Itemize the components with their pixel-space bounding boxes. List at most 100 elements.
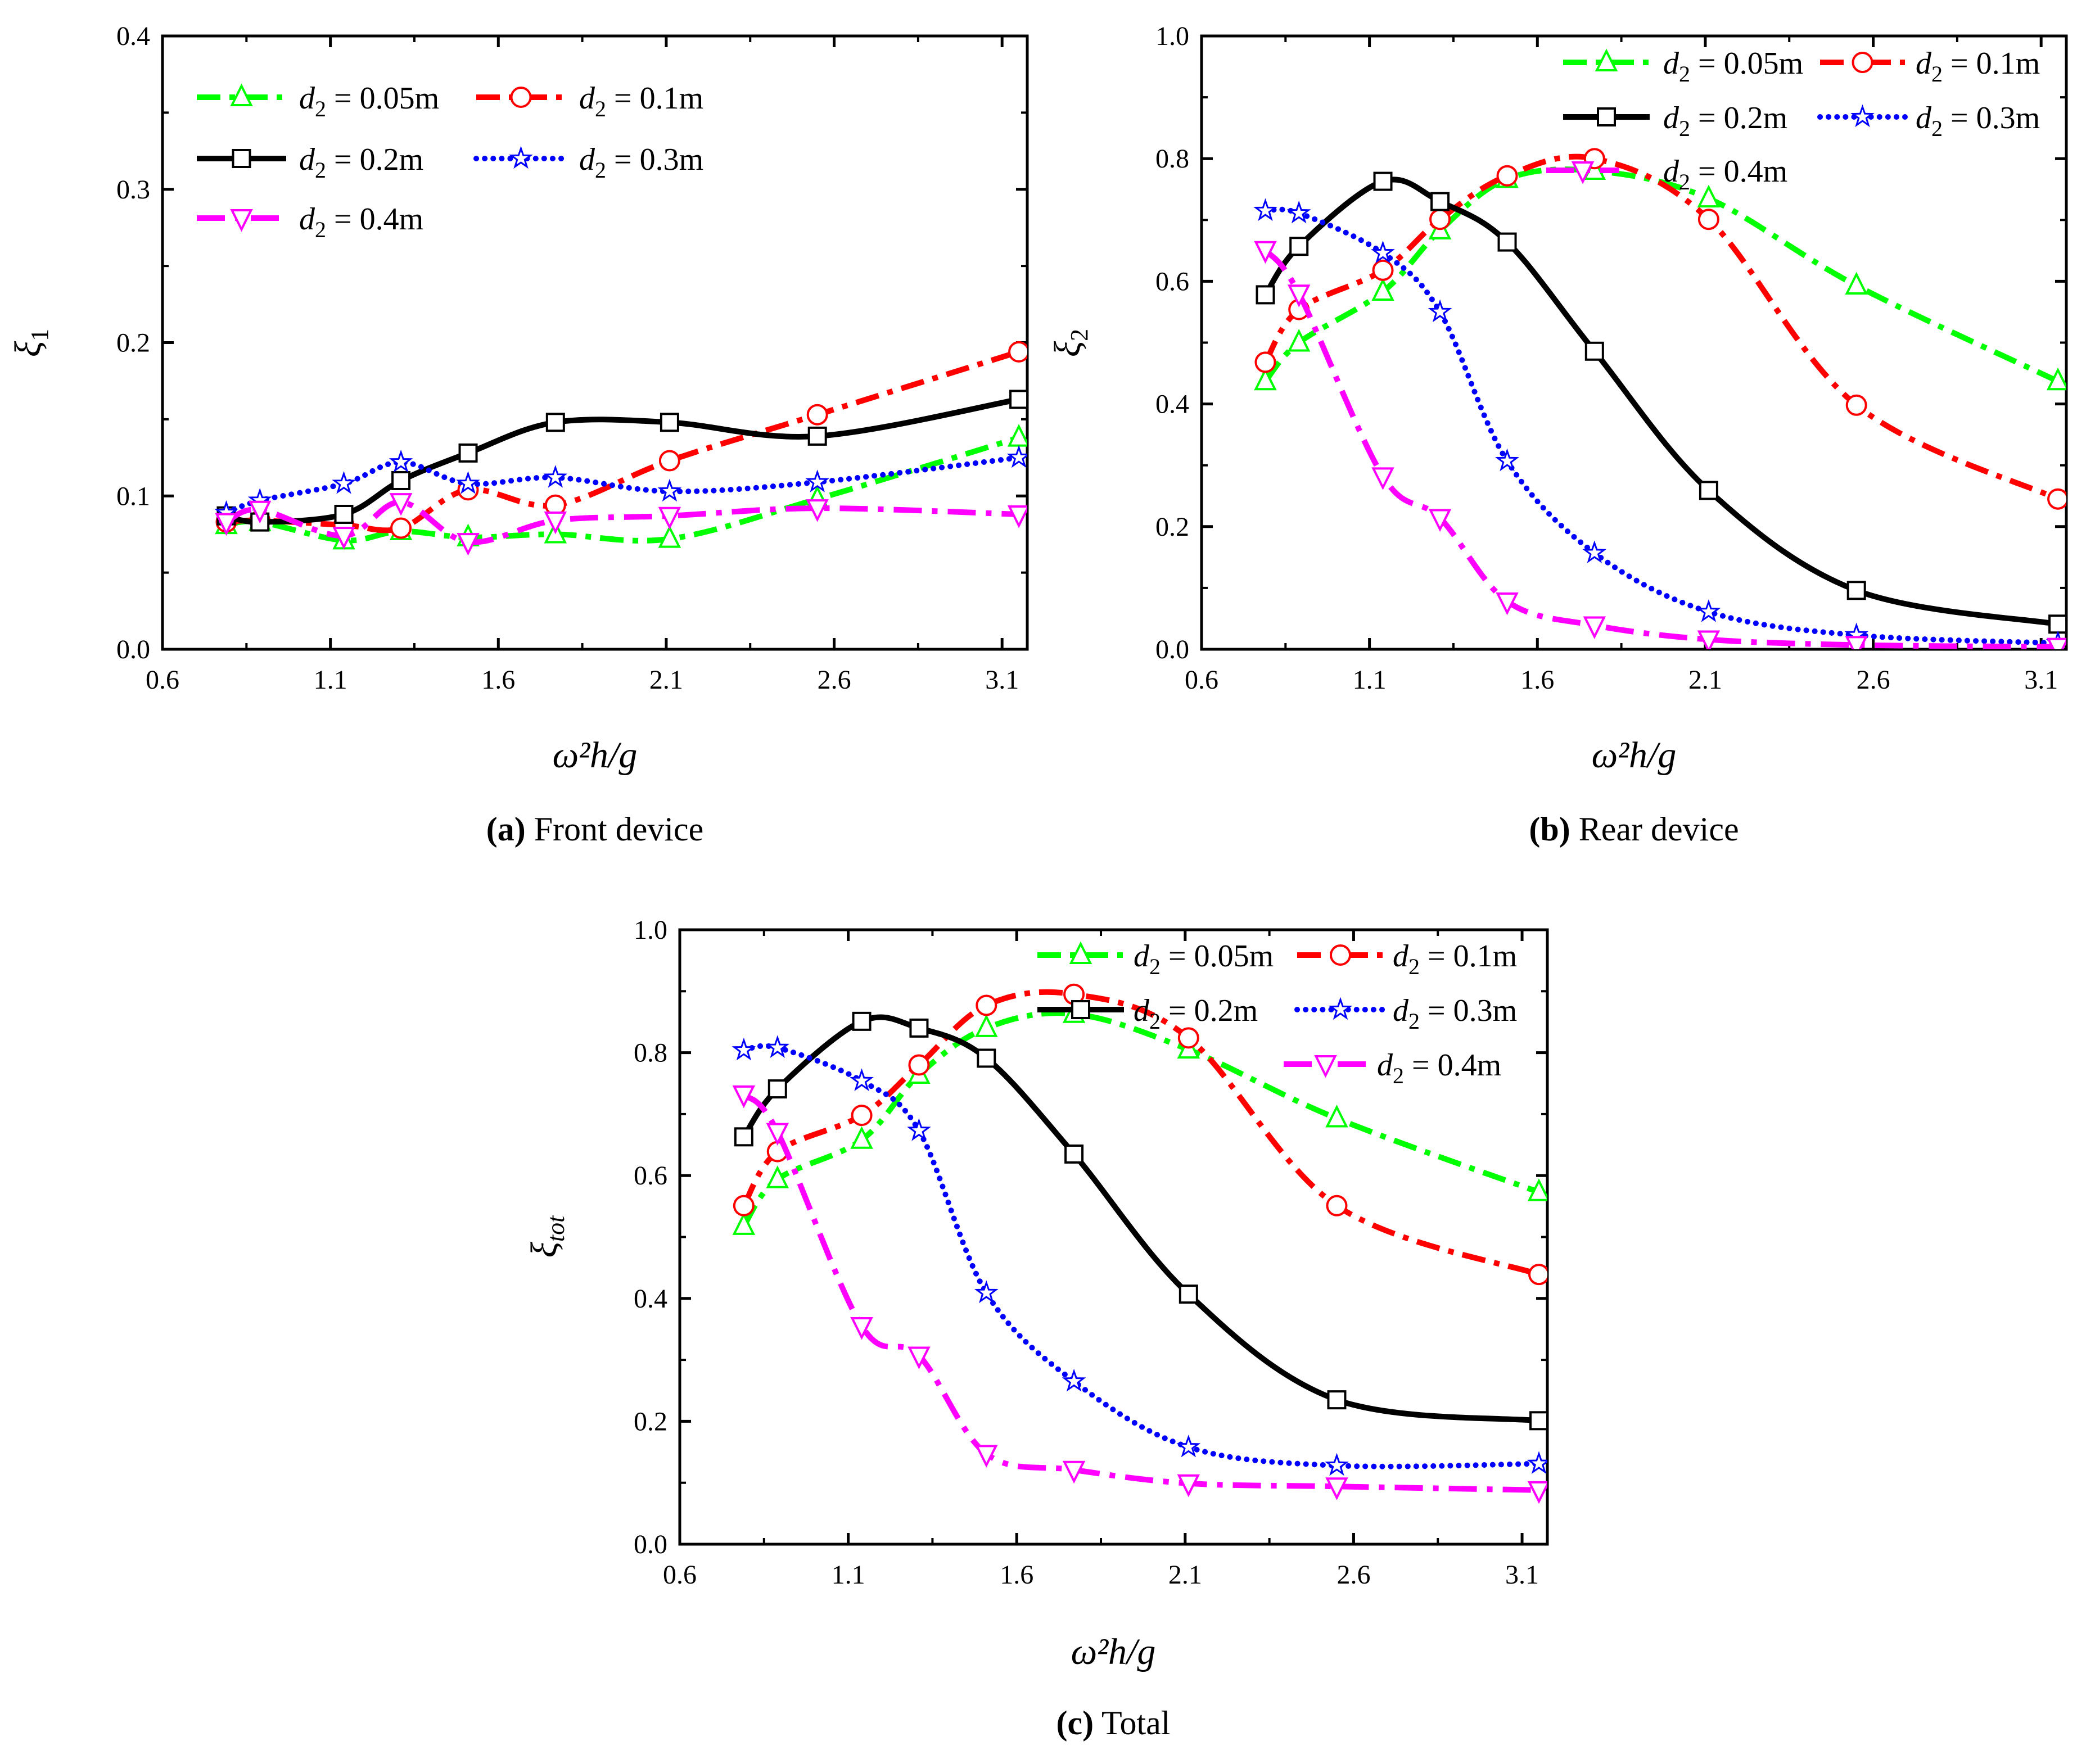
triangle-up-marker [1845,272,1868,295]
triangle-down-marker [1325,1477,1348,1500]
circle-marker [2047,488,2066,510]
triangle-down-marker [1287,284,1311,307]
square-marker [1430,192,1450,211]
plot-frame [161,34,1029,651]
triangle-down-marker [1254,241,1277,264]
square-marker [1327,1390,1347,1410]
series-d20p3m [214,445,1027,523]
circle-marker [1496,165,1518,187]
y-tick-label: 0.2 [116,328,150,358]
figure-caption: (a) Front device [486,811,704,848]
x-tick-label: 0.6 [146,665,179,695]
y-axis-label: ξ1 [7,329,53,357]
legend-label: d2 = 0.3m [1916,101,2040,141]
square-marker [1497,232,1517,252]
y-tick-label: 1.0 [634,915,667,945]
star-marker [765,1035,790,1058]
legend-label: d2 = 0.3m [579,142,703,183]
y-tick-label: 0.2 [634,1406,667,1436]
triangle-down-marker [1697,630,1721,649]
triangle-down-marker [907,1346,931,1369]
star-marker [389,449,413,473]
legend-label: d2 = 0.05m [299,81,439,121]
triangle-down-marker [389,493,413,516]
y-axis-label: ξ2 [1047,329,1093,357]
circle-marker [851,1105,873,1127]
chart-b: 0.6 1.1 1.6 2.1 2.6 3.1 0.0 0.2 0.4 0.6 0.8 1.0 ω²h/… [1047,21,2068,848]
circle-marker [1177,1027,1199,1049]
triangle-down-marker [248,500,272,524]
triangle-down-marker [230,209,253,232]
y-tick-label: 0.8 [634,1038,667,1068]
square-marker [2048,614,2066,634]
triangle-down-marker [1177,1474,1200,1498]
legend-label: d2 = 0.05m [1663,46,1803,87]
figure-caption: (c) Total [1056,1704,1171,1742]
legend-item: d2 = 0.3m [473,142,703,183]
series-line [1262,206,2061,646]
star-marker [1325,1453,1349,1476]
x-tick-label: 2.6 [818,665,851,695]
legend-item: d2 = 0.3m [1817,101,2040,141]
chart-c: 0.6 1.1 1.6 2.1 2.6 3.1 0.0 0.2 0.4 0.6 0.8 1.0 ω²h/… [523,915,1549,1742]
y-tick-label: 0.3 [116,175,150,205]
x-tick-label: 2.6 [1857,665,1890,695]
star-marker [1371,240,1395,264]
circle-marker [1326,1195,1348,1216]
x-axis-label: ω²h/g [1592,735,1677,776]
chart-a: 0.6 1.1 1.6 2.1 2.6 3.1 0.0 0.1 0.2 0.3 0.4 ω²h/g ξ1… [7,21,1029,848]
square-marker [1529,1411,1547,1431]
square-marker [767,1079,787,1099]
series-line [742,1092,1539,1493]
circle-marker [1845,394,1867,416]
star-marker [1582,540,1607,563]
x-tick-label: 1.6 [481,665,515,695]
square-marker [391,471,411,490]
triangle-up-marker [766,1165,789,1188]
circle-marker [1008,341,1027,363]
x-tick-label: 0.6 [663,1560,697,1590]
square-marker [852,1011,872,1031]
x-axis-label: ω²h/g [1071,1631,1156,1672]
triangle-up-marker [732,1212,756,1235]
triangle-down-marker [1845,636,1868,649]
legend-item: d2 = 0.05m [1563,46,1803,87]
star-marker [1696,599,1721,622]
x-tick-label: 1.6 [1000,1560,1033,1590]
triangle-down-marker [806,499,829,522]
legend: d2 = 0.05m d2 = 0.1m d2 = 0.2m d2 = 0.3m d2 … [1037,939,1517,1088]
circle-marker [390,517,412,539]
square-marker [1289,237,1309,256]
triangle-down-marker [975,1445,998,1468]
triangle-down-marker [1496,592,1519,616]
star-marker [1253,198,1277,221]
x-tick-label: 0.6 [1185,665,1218,695]
triangle-down-marker [658,506,681,530]
triangle-down-marker [1583,616,1606,639]
legend-item: d2 = 0.2m [197,142,423,183]
square-marker [1846,581,1866,600]
series-d20p3m [732,1035,1547,1476]
series-d20p4m [215,493,1027,556]
legend-item: d2 = 0.2m [1563,101,1787,141]
triangle-down-marker [2046,637,2066,649]
triangle-up-marker [1254,367,1277,391]
star-marker [732,1037,756,1061]
series-d20p2m [734,1011,1547,1431]
triangle-up-marker [975,1014,998,1037]
square-marker [977,1048,996,1068]
triangle-up-marker [658,525,681,548]
star-marker [1176,1434,1201,1458]
series-d20p4m [732,1085,1547,1504]
triangle-down-marker [1007,505,1027,528]
y-tick-label: 0.4 [634,1284,667,1314]
star-marker [1495,448,1519,472]
star-marker [907,1118,931,1141]
circle-marker [1852,52,1873,73]
triangle-up-marker [230,83,253,106]
y-tick-label: 0.6 [634,1161,667,1191]
star-marker [1527,1451,1547,1474]
legend-item: d2 = 0.4m [197,202,423,242]
legend-item: d2 = 0.1m [476,81,703,121]
